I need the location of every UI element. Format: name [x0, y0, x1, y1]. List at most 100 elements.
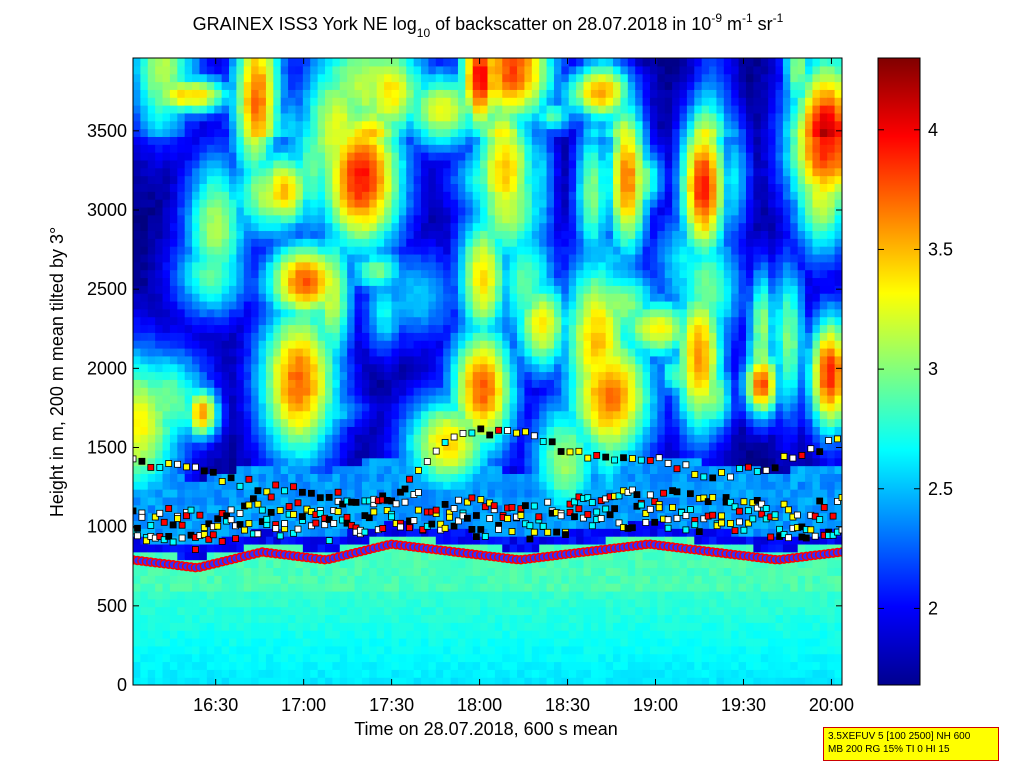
heatmap-cell	[140, 144, 149, 153]
heatmap-cell	[539, 606, 548, 616]
heatmap-cell	[317, 293, 326, 302]
heatmap-cell	[162, 120, 171, 130]
heatmap-cell	[553, 614, 562, 623]
heatmap-cell	[472, 489, 481, 498]
heatmap-cell	[376, 136, 385, 145]
heatmap-cell	[133, 575, 141, 584]
heatmap-cell	[509, 387, 518, 396]
heatmap-cell	[472, 222, 481, 232]
heatmap-cell	[376, 614, 385, 623]
heatmap-cell	[391, 418, 400, 427]
heatmap-cell	[332, 590, 341, 600]
heatmap-cell	[361, 81, 370, 90]
heatmap-cell	[384, 293, 393, 302]
heatmap-cell	[265, 152, 274, 161]
heatmap-cell	[206, 136, 215, 145]
heatmap-cell	[406, 669, 415, 678]
heatmap-cell	[229, 426, 237, 435]
heatmap-cell	[258, 112, 267, 122]
heatmap-cell	[576, 473, 585, 482]
heatmap-cell	[546, 112, 555, 122]
heatmap-cell	[413, 559, 422, 569]
heatmap-cell	[295, 418, 304, 427]
heatmap-cell	[251, 175, 260, 184]
heatmap-cell	[480, 285, 489, 294]
heatmap-cell	[251, 402, 260, 412]
heatmap-cell	[354, 489, 363, 498]
heatmap-cell	[502, 112, 511, 122]
heatmap-cell	[221, 677, 230, 685]
heatmap-cell	[480, 222, 489, 232]
heatmap-cell	[391, 105, 400, 114]
heatmap-cell	[265, 246, 274, 255]
heatmap-cell	[347, 175, 356, 184]
heatmap-cell	[524, 614, 533, 623]
heatmap-cell	[472, 269, 481, 279]
heatmap-cell	[280, 324, 289, 333]
heatmap-cell	[133, 89, 141, 98]
heatmap-cell	[428, 81, 437, 90]
heatmap-cell	[288, 395, 297, 404]
heatmap-cell	[258, 355, 267, 365]
heatmap-cell	[524, 590, 533, 600]
heatmap-cell	[332, 120, 341, 130]
heatmap-cell	[457, 152, 466, 161]
heatmap-cell	[184, 402, 193, 412]
heatmap-cell	[361, 230, 370, 239]
heatmap-cell	[199, 128, 208, 137]
heatmap-cell	[391, 528, 400, 537]
heatmap-cell	[428, 637, 437, 647]
heatmap-cell	[302, 308, 311, 318]
heatmap-cell	[517, 637, 526, 647]
heatmap-cell	[398, 614, 407, 623]
heatmap-cell	[361, 661, 370, 670]
heatmap-cell	[531, 324, 540, 333]
heatmap-cell	[162, 434, 171, 443]
heatmap-cell	[184, 238, 193, 247]
heatmap-cell	[147, 543, 156, 553]
heatmap-cell	[568, 418, 577, 427]
heatmap-cell	[502, 418, 511, 427]
heatmap-cell	[243, 598, 252, 608]
heatmap-cell	[539, 89, 548, 98]
heatmap-cell	[531, 590, 540, 600]
heatmap-cell	[133, 81, 141, 90]
heatmap-cell	[576, 222, 585, 232]
heatmap-cell	[553, 128, 562, 137]
heatmap-cell	[421, 308, 430, 318]
heatmap-cell	[369, 598, 378, 608]
heatmap-cell	[553, 661, 562, 670]
heatmap-cell	[568, 622, 577, 631]
heatmap-cell	[206, 614, 215, 623]
heatmap-cell	[192, 340, 201, 349]
heatmap-cell	[206, 442, 215, 451]
heatmap-cell	[583, 590, 592, 600]
heatmap-cell	[140, 120, 149, 130]
heatmap-cell	[465, 340, 474, 349]
heatmap-cell	[531, 418, 540, 427]
heatmap-cell	[472, 58, 481, 67]
heatmap-cell	[206, 261, 215, 271]
heatmap-cell	[406, 191, 415, 200]
heatmap-cell	[199, 418, 208, 427]
heatmap-cell	[347, 387, 356, 396]
heatmap-cell	[339, 230, 348, 239]
heatmap-cell	[502, 583, 511, 592]
heatmap-cell	[147, 489, 156, 498]
heatmap-cell	[199, 159, 208, 169]
heatmap-cell	[443, 89, 452, 98]
heatmap-cell	[155, 105, 164, 114]
heatmap-cell	[576, 434, 585, 443]
heatmap-cell	[561, 285, 570, 294]
heatmap-cell	[302, 355, 311, 365]
heatmap-cell	[398, 434, 407, 443]
heatmap-cell	[546, 175, 555, 184]
heatmap-cell	[169, 418, 178, 427]
heatmap-cell	[421, 81, 430, 90]
heatmap-cell	[147, 112, 156, 122]
heatmap-cell	[406, 653, 415, 663]
heatmap-cell	[524, 65, 533, 75]
heatmap-cell	[206, 324, 215, 333]
heatmap-cell	[480, 402, 489, 412]
heatmap-cell	[273, 97, 282, 106]
